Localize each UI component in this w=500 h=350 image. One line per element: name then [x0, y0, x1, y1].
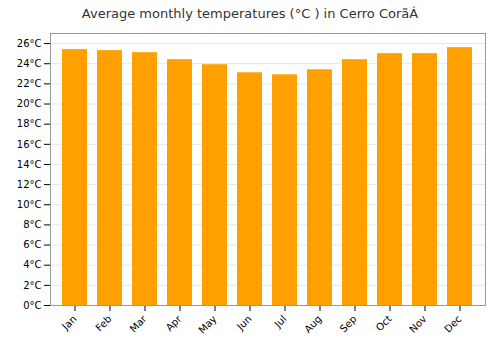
svg-text:12°C: 12°C [17, 179, 42, 190]
svg-text:Oct: Oct [374, 313, 394, 333]
svg-text:16°C: 16°C [17, 139, 42, 150]
svg-text:22°C: 22°C [17, 78, 42, 89]
svg-text:Nov: Nov [407, 313, 429, 335]
svg-text:Feb: Feb [93, 313, 113, 333]
svg-text:Jul: Jul [272, 313, 289, 330]
svg-text:10°C: 10°C [17, 199, 42, 210]
svg-text:18°C: 18°C [17, 118, 42, 129]
svg-text:Aug: Aug [302, 313, 324, 335]
svg-text:May: May [196, 313, 218, 335]
svg-text:4°C: 4°C [23, 259, 41, 270]
svg-text:Jan: Jan [59, 313, 78, 332]
svg-text:2°C: 2°C [23, 280, 41, 291]
svg-text:Sep: Sep [338, 313, 359, 334]
svg-text:24°C: 24°C [17, 58, 42, 69]
svg-text:0°C: 0°C [23, 300, 41, 311]
svg-text:Jun: Jun [234, 313, 254, 333]
svg-text:Dec: Dec [442, 313, 463, 334]
svg-text:8°C: 8°C [23, 219, 41, 230]
svg-text:6°C: 6°C [23, 239, 41, 250]
svg-text:Mar: Mar [128, 313, 150, 335]
svg-text:14°C: 14°C [17, 159, 42, 170]
html-text:Average monthly temperatures (: Average monthly temperatures (°C ) in Ce… [81, 6, 419, 21]
svg-text:20°C: 20°C [17, 98, 42, 109]
svg-text:Apr: Apr [164, 313, 185, 334]
svg-text:26°C: 26°C [17, 38, 42, 49]
